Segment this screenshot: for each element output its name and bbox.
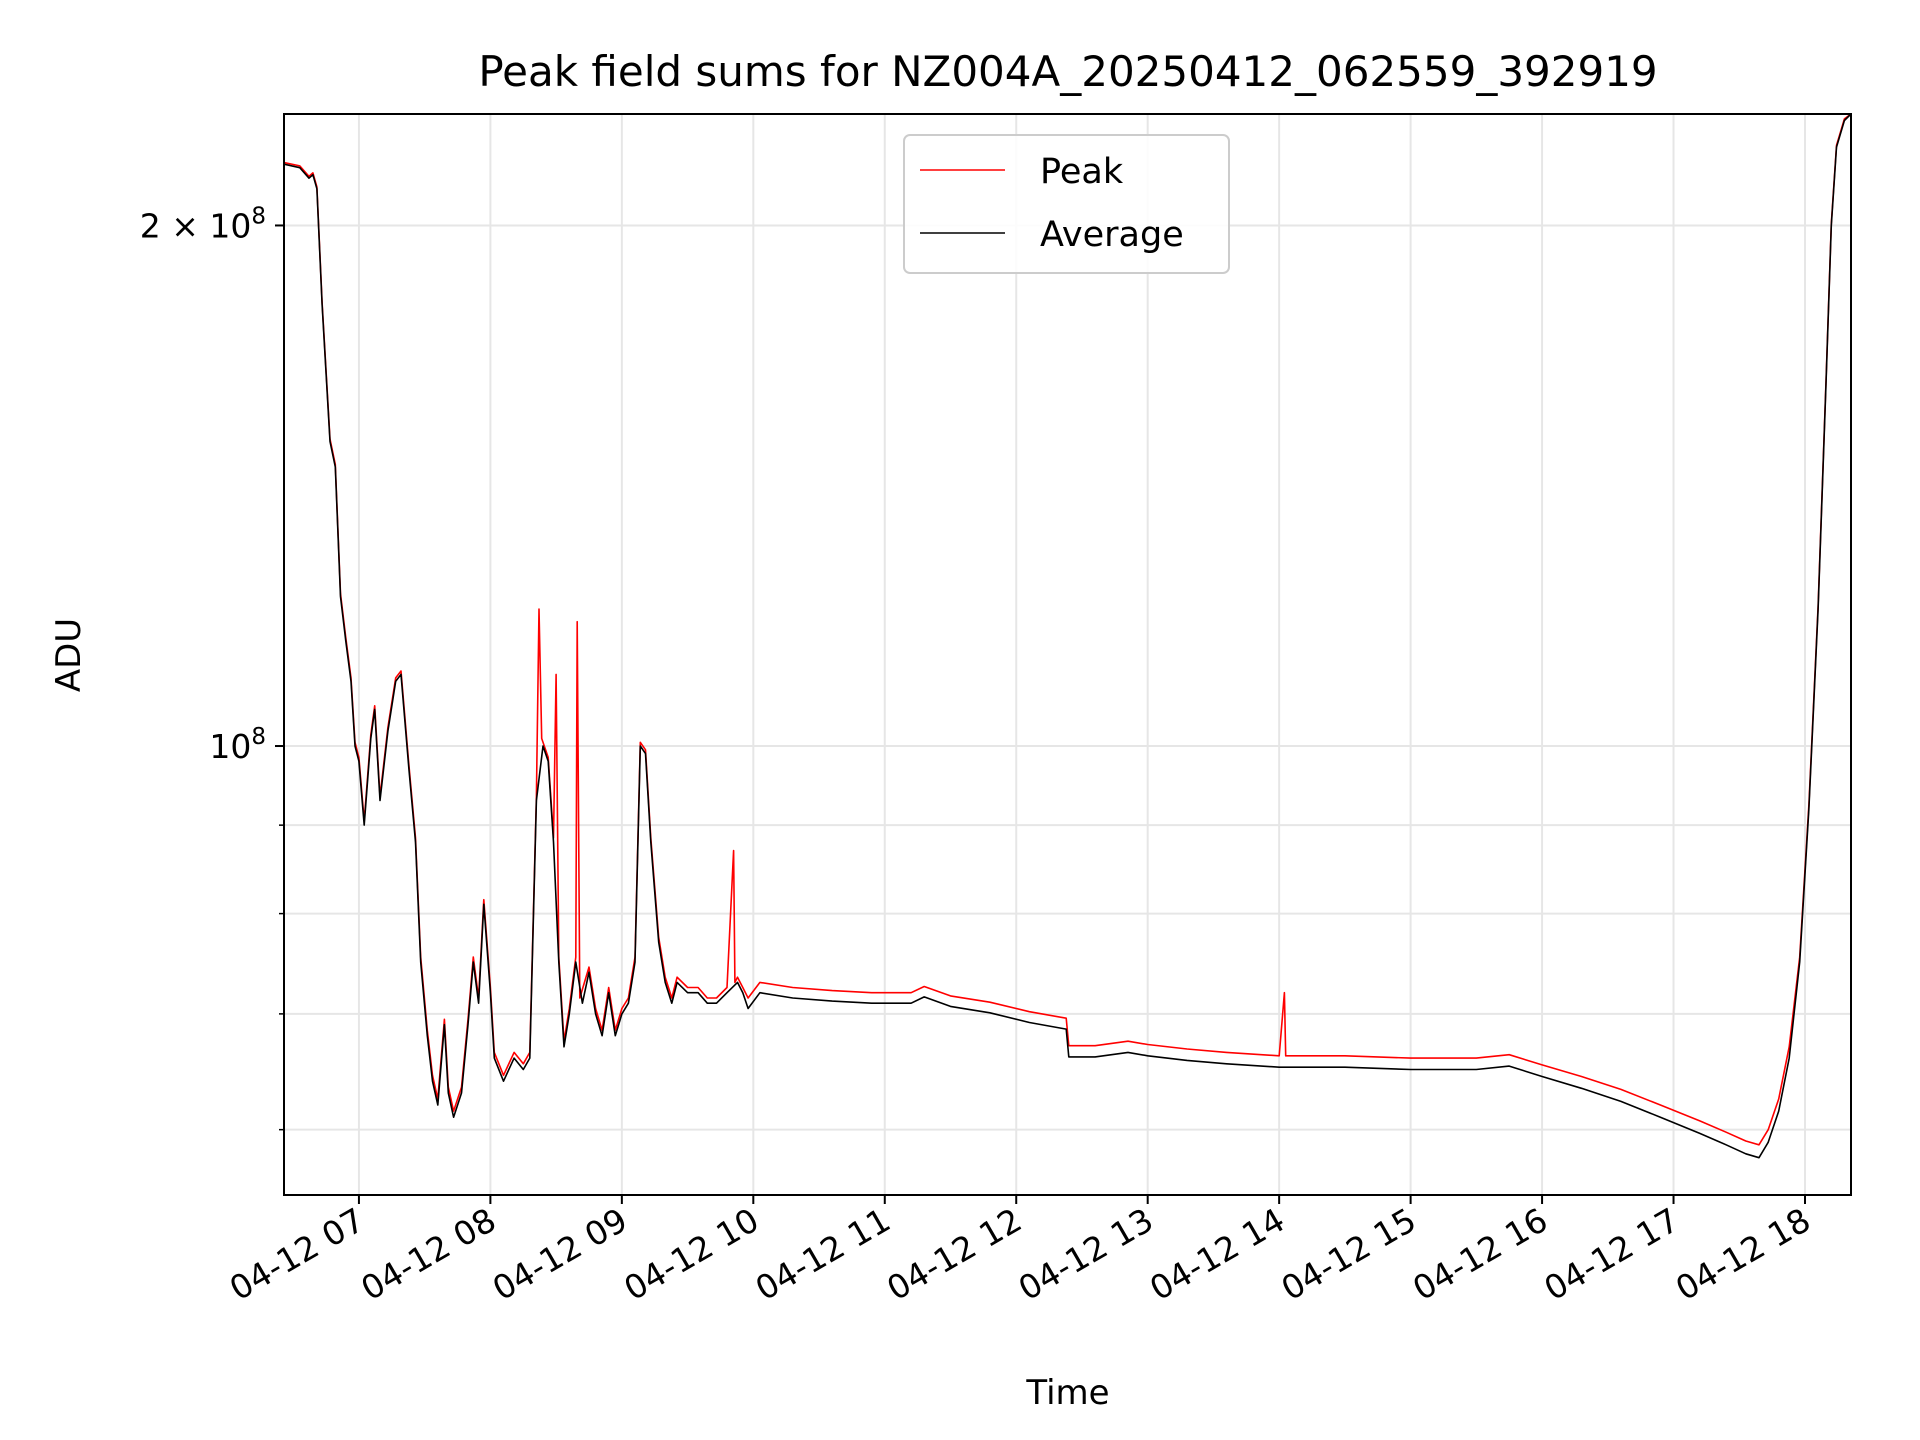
- x-tick-label: 04-12 08: [354, 1200, 502, 1308]
- chart-title: Peak field sums for NZ004A_20250412_0625…: [478, 47, 1657, 96]
- x-tick-label: 04-12 12: [880, 1200, 1028, 1308]
- x-tick-label: 04-12 15: [1275, 1200, 1423, 1308]
- x-tick-label: 04-12 09: [486, 1200, 634, 1308]
- x-tick-label: 04-12 17: [1538, 1200, 1686, 1308]
- x-tick-label: 04-12 16: [1406, 1200, 1554, 1308]
- x-tick-label: 04-12 14: [1143, 1200, 1291, 1308]
- x-tick-label: 04-12 07: [223, 1200, 371, 1308]
- legend-label-average: Average: [1040, 215, 1184, 255]
- y-tick-label: 2 × 108: [140, 203, 266, 245]
- x-tick-label: 04-12 13: [1012, 1200, 1160, 1308]
- x-tick-label: 04-12 11: [749, 1200, 897, 1308]
- x-tick-label: 04-12 10: [617, 1200, 765, 1308]
- legend-label-peak: Peak: [1040, 152, 1124, 192]
- series-lines: [284, 114, 1851, 1159]
- y-tick-label: 108: [209, 724, 266, 766]
- x-tick-label: 04-12 18: [1669, 1200, 1817, 1308]
- series-line-average: [284, 114, 1851, 1159]
- y-axis-ticks: 108 2 × 108: [140, 203, 284, 1131]
- x-axis-title: Time: [1025, 1373, 1109, 1413]
- plot-frame: [283, 113, 1852, 1196]
- legend: Peak Average: [903, 134, 1230, 274]
- y-axis-title: ADU: [49, 618, 89, 692]
